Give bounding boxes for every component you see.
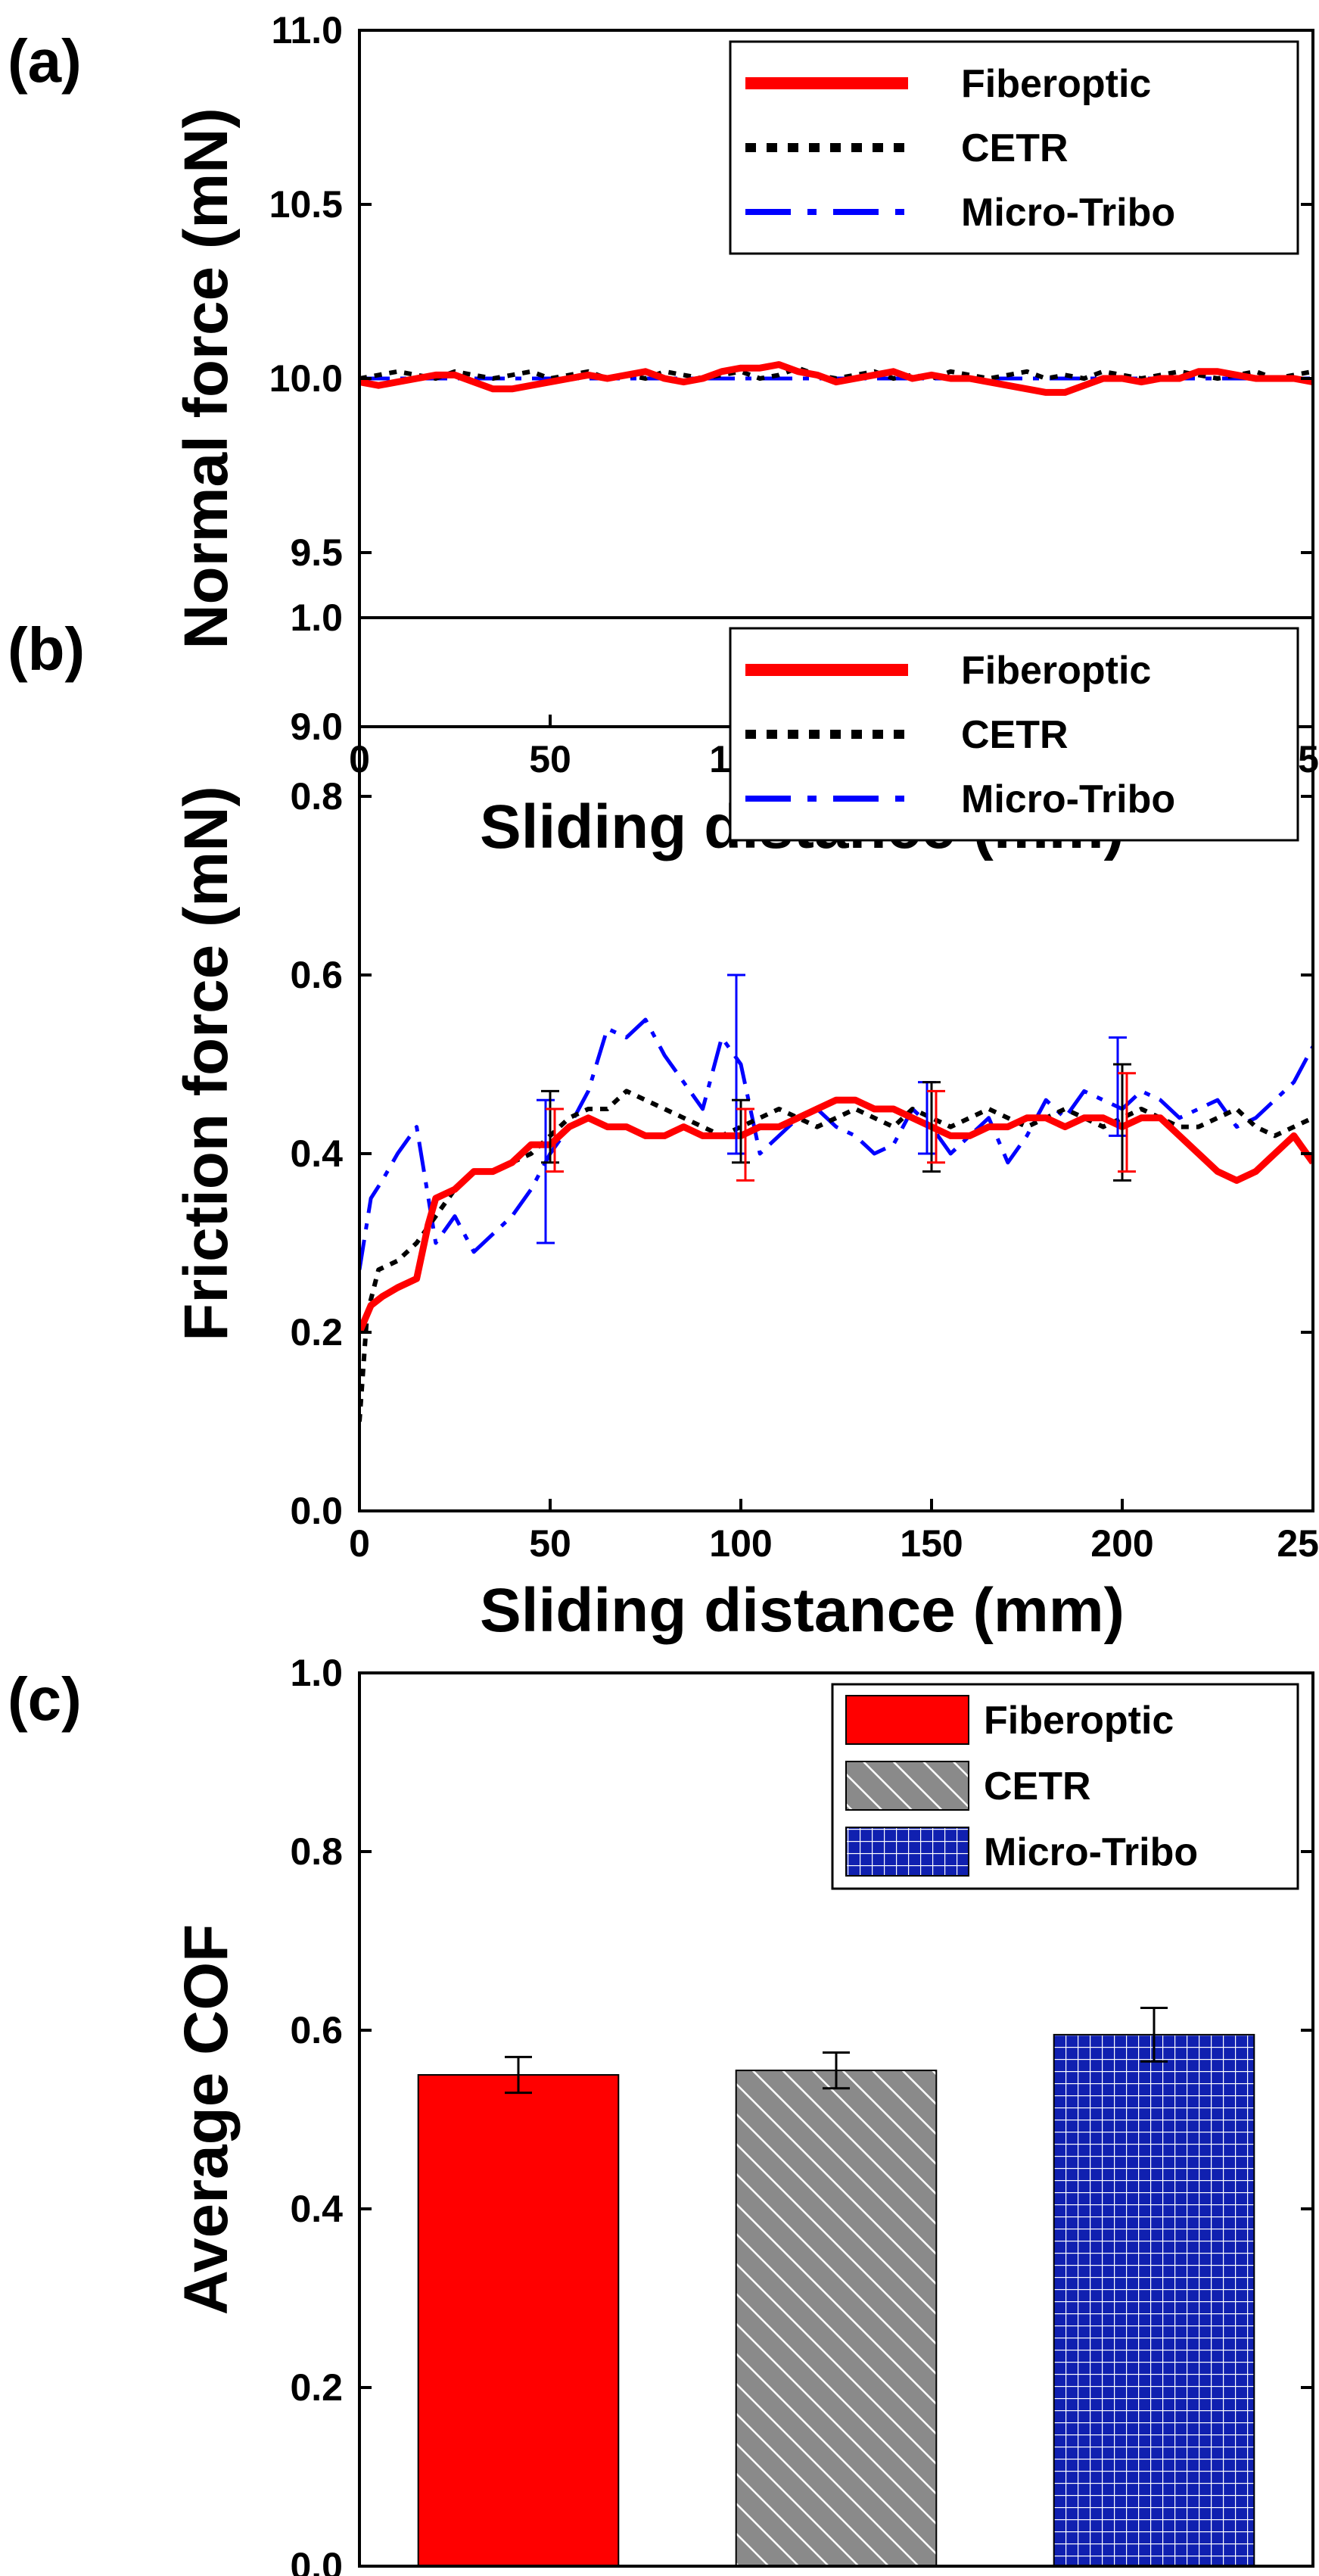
panel-c-legend-cetr-swatch xyxy=(845,1761,969,1811)
panel-b-x-tick-label: 0 xyxy=(349,1522,370,1565)
panel-c-legend-cetr-label: CETR xyxy=(984,1765,1091,1808)
panel-b-x-axis-title: Sliding distance (mm) xyxy=(480,1576,1125,1645)
panel-b-y-tick-label: 0.6 xyxy=(290,954,343,996)
panel-a-x-tick-label: 50 xyxy=(529,738,571,780)
panel-b-y-tick-label: 1.0 xyxy=(290,596,343,639)
panel-c-legend-micro-tribo-swatch xyxy=(845,1827,969,1877)
panel-b-y-tick-label: 0.8 xyxy=(290,775,343,818)
panel-a-legend-box xyxy=(729,40,1299,255)
panel-label-c: (c) xyxy=(8,1665,82,1733)
panel-c-bar-fiberoptic xyxy=(417,2074,620,2567)
panel-a-series-fiberoptic xyxy=(359,361,1313,396)
panel-a-legend: Fiberoptic CETR Micro-Tribo xyxy=(729,40,1299,255)
panel-b-y-tick-label: 0.4 xyxy=(290,1132,343,1175)
panel-a-legend-fiberoptic-label: Fiberoptic xyxy=(961,62,1151,106)
panel-b-y-tick-label: 0.2 xyxy=(290,1311,343,1353)
panel-b-y-axis: 0.0 0.2 0.4 0.6 0.8 1.0 xyxy=(290,596,1313,1532)
panel-c-bar-micro-tribo xyxy=(1053,2033,1255,2567)
panel-c-y-tick-label: 0.6 xyxy=(290,2009,343,2051)
panel-a-y-tick-label: 9.0 xyxy=(290,706,343,748)
panel-c-y-tick-label: 1.0 xyxy=(290,1652,343,1694)
panel-label-b: (b) xyxy=(8,615,85,683)
panel-c-legend-fiberoptic-swatch xyxy=(845,1695,969,1745)
panel-b-legend-cetr-label: CETR xyxy=(961,713,1069,757)
panel-b-x-tick-label: 150 xyxy=(900,1522,963,1565)
panel-a-legend-cetr-label: CETR xyxy=(961,126,1069,170)
panel-a-y-axis-title: Normal force (mN) xyxy=(172,107,241,649)
panel-c-legend: Fiberoptic CETR Micro-Tribo xyxy=(831,1683,1299,1890)
panel-b-series xyxy=(359,1017,1313,1422)
panel-c-y-tick-label: 0.0 xyxy=(290,2545,343,2576)
panel-c-y-axis-title: Average COF xyxy=(172,1924,241,2315)
panel-a-legend-micro-tribo-label: Micro-Tribo xyxy=(961,191,1175,235)
panel-label-a: (a) xyxy=(8,27,82,95)
panel-c-plot-frame xyxy=(358,1671,1314,2568)
panel-b-x-tick-label: 50 xyxy=(529,1522,571,1565)
panel-b-y-tick-label: 0.0 xyxy=(290,1490,343,1532)
panel-b-legend-micro-tribo-label: Micro-Tribo xyxy=(961,777,1175,821)
panel-a-y-axis: 9.0 9.5 10.0 10.5 11.0 xyxy=(269,9,1313,748)
panel-a-y-tick-label: 11.0 xyxy=(271,9,343,51)
panel-b-x-tick-label: 25 xyxy=(1277,1522,1319,1565)
panel-c-y-tick-label: 0.8 xyxy=(290,1830,343,1873)
panel-b-x-tick-label: 100 xyxy=(709,1522,772,1565)
panel-c-y-tick-label: 0.4 xyxy=(290,2188,343,2230)
panel-b-error-bars xyxy=(537,973,1136,1244)
panel-b-plot-frame xyxy=(358,616,1314,1512)
panel-b-legend-box xyxy=(729,627,1299,842)
panel-c-y-axis: 0.0 0.2 0.4 0.6 0.8 1.0 xyxy=(290,1652,1313,2576)
panel-b-x-axis: 0 50 100 150 200 25 xyxy=(349,1499,1319,1565)
panel-c-y-tick-label: 0.2 xyxy=(290,2366,343,2409)
panel-b-series-micro-tribo xyxy=(359,1017,1313,1270)
panel-b-series-fiberoptic xyxy=(359,1096,1313,1334)
panel-c-average-cof: (c) 0.0 0.2 0.4 0.6 0.8 1.0 Average COF Fiber… xyxy=(8,1652,1314,2576)
panel-c-legend-fiberoptic-label: Fiberoptic xyxy=(984,1699,1174,1743)
panel-b-x-tick-label: 200 xyxy=(1090,1522,1153,1565)
panel-a-y-tick-label: 9.5 xyxy=(290,531,343,574)
panel-a-y-tick-label: 10.0 xyxy=(269,357,343,400)
panel-c-bar-cetr xyxy=(735,2070,938,2568)
panel-b-friction-force: (b) 0.0 0.2 0.4 0.6 0.8 1.0 0 50 100 150 200 25 Sl… xyxy=(8,596,1319,1645)
panel-b-y-axis-title: Friction force (mN) xyxy=(172,786,241,1341)
panel-c-bars xyxy=(417,2007,1255,2568)
panel-a-y-tick-label: 10.5 xyxy=(269,183,343,226)
panel-b-legend: Fiberoptic CETR Micro-Tribo xyxy=(729,627,1299,842)
panel-b-series-cetr xyxy=(359,1089,1313,1422)
panel-b-legend-fiberoptic-label: Fiberoptic xyxy=(961,649,1151,693)
panel-c-legend-micro-tribo-label: Micro-Tribo xyxy=(984,1830,1198,1874)
panel-a-series xyxy=(359,361,1313,396)
